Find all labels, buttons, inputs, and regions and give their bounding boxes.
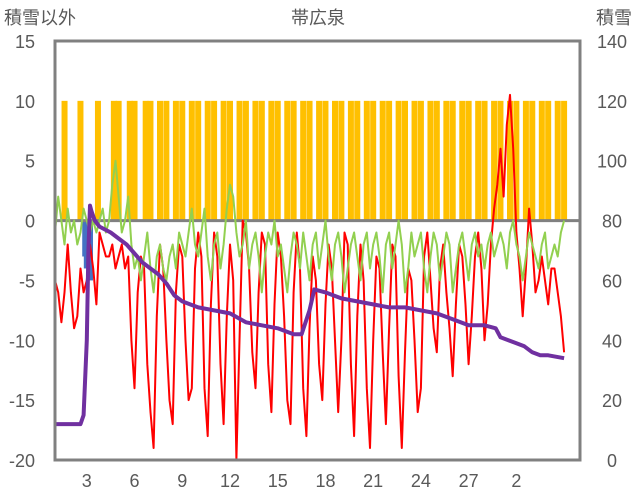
bar-s0-36 <box>370 100 377 221</box>
bar-s0-12 <box>179 100 186 221</box>
x-tick-7: 24 <box>411 471 431 491</box>
bar-s0-57 <box>538 100 545 221</box>
y-right-tick-6: 20 <box>602 391 622 411</box>
bar-s0-25 <box>284 100 291 221</box>
bar-s0-13 <box>188 100 195 221</box>
y-right-tick-2: 100 <box>597 152 627 172</box>
bar-s0-30 <box>322 100 329 221</box>
bar-s0-20 <box>242 100 249 221</box>
y-left-tick-4: -5 <box>19 271 35 291</box>
bar-s0-41 <box>411 100 418 221</box>
bar-s0-18 <box>227 100 233 221</box>
bar-s0-38 <box>386 100 393 221</box>
x-tick-0: 3 <box>82 471 92 491</box>
bar-s0-15 <box>204 100 211 221</box>
x-tick-3: 12 <box>220 471 240 491</box>
bar-s0-26 <box>290 100 297 221</box>
bar-s0-35 <box>363 100 370 221</box>
tick-labels: 15 10 5 0 -5 -10 -15 -20 140 120 100 80 60 40 20 0 3 6 9 12… <box>9 32 627 491</box>
bar-s0-59 <box>554 100 561 221</box>
x-tick-9: 2 <box>511 471 521 491</box>
bar-s0-7 <box>142 100 149 221</box>
bar-s0-11 <box>172 100 179 221</box>
bar-s0-24 <box>274 100 281 221</box>
bar-s0-44 <box>433 100 440 221</box>
x-tick-4: 15 <box>268 471 288 491</box>
bar-s0-31 <box>332 100 338 221</box>
bar-s0-37 <box>379 100 386 221</box>
bar-s0-27 <box>300 100 307 221</box>
y-left-tick-7: -20 <box>9 451 35 471</box>
bar-s0-28 <box>306 100 313 221</box>
line-layer <box>54 93 566 461</box>
bar-s0-6 <box>131 100 138 221</box>
bar-s0-56 <box>529 100 536 221</box>
bar-s0-32 <box>338 100 345 221</box>
bar-s0-21 <box>252 100 259 221</box>
bar-s0-46 <box>449 100 456 221</box>
x-tick-6: 21 <box>363 471 383 491</box>
bar-s0-60 <box>561 100 568 221</box>
bar-s0-2 <box>94 100 101 221</box>
series-line-4 <box>55 203 565 427</box>
bar-s0-0 <box>61 100 68 221</box>
y-left-tick-3: 0 <box>25 212 35 232</box>
bar-s0-8 <box>147 100 154 221</box>
bar-s0-42 <box>417 100 424 221</box>
bar-s0-53 <box>507 100 513 221</box>
y-left-tick-1: 10 <box>15 92 35 112</box>
bar-s0-23 <box>268 100 275 221</box>
bar-s0-39 <box>395 100 402 221</box>
bar-s0-45 <box>443 100 450 221</box>
bar-s0-47 <box>459 100 466 221</box>
bar-s0-3 <box>110 100 117 221</box>
bar-s0-48 <box>465 100 472 221</box>
y-left-tick-5: -10 <box>9 331 35 351</box>
bar-s0-17 <box>220 100 227 221</box>
x-tick-1: 6 <box>130 471 140 491</box>
x-tick-5: 18 <box>315 471 335 491</box>
x-tick-8: 27 <box>459 471 479 491</box>
bar-s0-51 <box>491 100 498 221</box>
bar-s0-29 <box>316 100 323 221</box>
bar-s0-16 <box>211 100 218 221</box>
bar-s0-10 <box>163 100 170 221</box>
bar-s0-9 <box>157 100 163 221</box>
plot-frame <box>53 39 582 462</box>
bar-s0-22 <box>258 100 265 221</box>
bar-s0-33 <box>347 100 354 221</box>
y-right-tick-0: 140 <box>597 32 627 52</box>
y-left-tick-6: -15 <box>9 391 35 411</box>
bar-s0-4 <box>115 100 122 221</box>
bar-s0-14 <box>195 100 202 221</box>
y-left-tick-0: 15 <box>15 32 35 52</box>
left-axis-label: 積雪以外 <box>4 8 76 29</box>
chart-title: 帯広泉 <box>291 8 345 29</box>
bar-s0-43 <box>427 100 434 221</box>
bar-s0-50 <box>481 100 488 221</box>
y-right-tick-5: 40 <box>602 331 622 351</box>
bar-s0-58 <box>545 100 552 221</box>
y-right-tick-3: 80 <box>602 212 622 232</box>
right-axis-label: 積雪 <box>596 8 632 29</box>
x-tick-2: 9 <box>177 471 187 491</box>
bar-s0-55 <box>522 100 529 221</box>
y-right-tick-7: 0 <box>607 451 617 471</box>
bar-s0-40 <box>402 100 408 221</box>
y-right-tick-4: 60 <box>602 271 622 291</box>
bar-s0-19 <box>236 100 243 221</box>
bar-s0-49 <box>475 100 482 221</box>
y-left-tick-2: 5 <box>25 152 35 172</box>
bar-s0-54 <box>513 100 520 221</box>
y-right-tick-1: 120 <box>597 92 627 112</box>
bar-s0-5 <box>126 100 133 221</box>
series-line-3 <box>54 159 566 294</box>
bar-s0-1 <box>77 100 84 221</box>
bar-s0-34 <box>354 100 361 221</box>
